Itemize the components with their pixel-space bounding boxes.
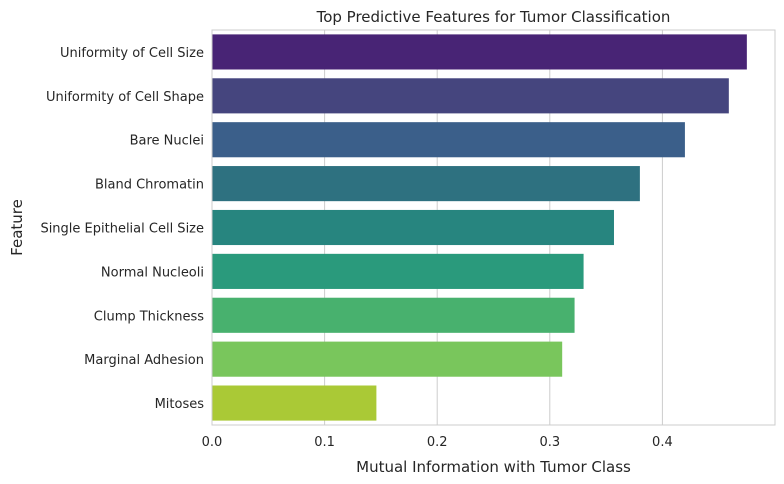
plot-frame: [211, 29, 776, 426]
y-tick-label: Single Epithelial Cell Size: [40, 222, 204, 237]
x-tick-label: 0.2: [427, 435, 448, 450]
bar: [212, 209, 614, 246]
y-tick-label: Uniformity of Cell Size: [60, 46, 204, 61]
bar: [212, 297, 575, 333]
y-tick-label: Uniformity of Cell Shape: [46, 90, 204, 105]
x-tick-labels: 0.0 0.1 0.2 0.3 0.4: [202, 435, 673, 450]
y-tick-label: Marginal Adhesion: [84, 353, 204, 368]
bars: [212, 34, 747, 421]
x-tick-label: 0.0: [202, 435, 223, 450]
bar: [212, 385, 377, 421]
x-tick-label: 0.3: [539, 435, 560, 450]
bar: [212, 341, 563, 377]
y-tick-label: Mitoses: [155, 397, 205, 412]
x-tick-label: 0.4: [652, 435, 673, 450]
y-tick-labels: Uniformity of Cell Size Uniformity of Cel…: [40, 46, 204, 412]
x-axis-title: Mutual Information with Tumor Class: [356, 458, 631, 476]
y-tick-label: Bland Chromatin: [95, 178, 204, 193]
y-tick-label: Bare Nuclei: [130, 134, 204, 149]
bar: [212, 166, 640, 202]
y-tick-label: Normal Nucleoli: [101, 265, 204, 280]
chart-title: Top Predictive Features for Tumor Classi…: [316, 8, 671, 26]
y-axis-title: Feature: [8, 199, 26, 256]
x-tick-label: 0.1: [314, 435, 335, 450]
bar: [212, 34, 747, 70]
bar: [212, 253, 584, 289]
bar: [212, 78, 729, 114]
bar: [212, 122, 685, 158]
y-tick-label: Clump Thickness: [94, 309, 204, 324]
